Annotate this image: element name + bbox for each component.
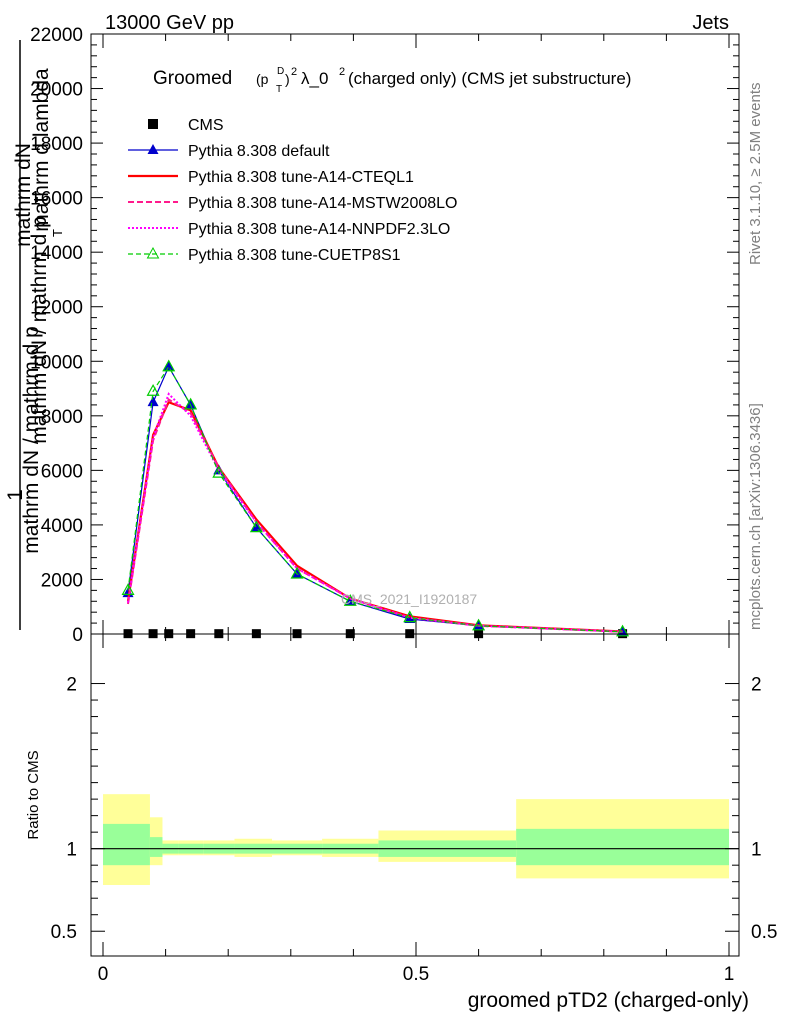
default-point bbox=[163, 360, 175, 371]
cuetp-point bbox=[616, 624, 630, 637]
cuetp-point bbox=[146, 384, 160, 396]
y-axis-title: 1 mathrm dN mathrm dN / mathrm d p mathr… bbox=[4, 40, 65, 630]
ratio-band-inner bbox=[516, 828, 729, 866]
y-title-den1: mathrm dN / mathrm d p bbox=[28, 216, 51, 444]
legend-label-default: Pythia 8.308 default bbox=[188, 143, 330, 160]
main-ytick-label: 0 bbox=[72, 625, 83, 646]
ratio-frame bbox=[90, 633, 740, 957]
title-p: (p bbox=[256, 71, 269, 87]
cuetp-point bbox=[249, 520, 263, 533]
ratio-ytick-label-right: 0.5 bbox=[751, 922, 777, 943]
main-ytick-label: 8000 bbox=[41, 407, 83, 428]
cuetp-point bbox=[121, 583, 135, 595]
y-title-sub-t: T bbox=[50, 229, 65, 237]
ratio-bands bbox=[91, 794, 739, 885]
cuetp-point bbox=[184, 397, 198, 410]
legend-label-mstw: Pythia 8.308 tune-A14-MSTW2008LO bbox=[188, 195, 457, 212]
energy-label: 13000 GeV pp bbox=[105, 12, 234, 34]
main-ytick-label: 16000 bbox=[30, 189, 83, 210]
cuetp-point bbox=[403, 610, 417, 623]
ratio-panel: 0.5 0.5 1 1 2 2 0 0.5 1 bbox=[51, 633, 777, 985]
ratio-y-label: Ratio to CMS bbox=[25, 750, 42, 839]
x-tick-label: 0.5 bbox=[403, 964, 429, 985]
rivet-label: Rivet 3.1.10, ≥ 2.5M events bbox=[747, 83, 764, 266]
y-title-den2: mathrm d lambda bbox=[30, 68, 53, 232]
title-lambda: λ_0 bbox=[301, 69, 328, 88]
main-ytick-label: 20000 bbox=[30, 80, 83, 101]
plot-title: Groomed (p T D ) 2 λ_0 2 (charged only) … bbox=[153, 66, 631, 95]
title-sup-d: D bbox=[277, 66, 284, 77]
main-panel: 0 2000 4000 6000 8000 10000 12000 14000 16000 180… bbox=[30, 25, 740, 646]
main-axis-ticks: 0 2000 4000 6000 8000 10000 12000 14000 16000 180… bbox=[30, 25, 739, 646]
legend-label-cms: CMS bbox=[188, 117, 224, 134]
ratio-band-inner bbox=[149, 837, 163, 857]
cuetp-point bbox=[290, 566, 304, 579]
x-tick-label: 0 bbox=[98, 964, 109, 985]
ratio-ytick-label-right: 2 bbox=[751, 675, 762, 696]
title-sup-2: 2 bbox=[291, 66, 297, 78]
legend-marker-cuetp bbox=[146, 246, 160, 259]
legend: CMS Pythia 8.308 default Pythia 8.308 tune… bbox=[128, 117, 457, 264]
main-ytick-label: 2000 bbox=[41, 570, 83, 591]
ratio-axis-ticks: 0.5 0.5 1 1 2 2 0 0.5 1 bbox=[51, 634, 777, 985]
y-title-den1-b: mathrm dN / mathrm d p bbox=[20, 326, 43, 554]
title-sup-2b: 2 bbox=[339, 66, 345, 78]
y-title-one: 1 bbox=[4, 489, 27, 501]
x-tick-label: 1 bbox=[724, 964, 735, 985]
svg-text:Groomed: Groomed bbox=[153, 68, 232, 89]
mcplots-label: mcplots.cern.ch [arXiv:1306.3436] bbox=[747, 403, 764, 630]
main-ytick-label: 12000 bbox=[30, 298, 83, 319]
legend-label-cuetp: Pythia 8.308 tune-CUETP8S1 bbox=[188, 247, 401, 264]
title-close: ) bbox=[285, 71, 290, 87]
legend-symbol-cms bbox=[148, 119, 158, 129]
legend-label-cteql1: Pythia 8.308 tune-A14-CTEQL1 bbox=[188, 169, 414, 186]
legend-marker-default bbox=[147, 144, 159, 154]
ratio-ytick-label-left: 2 bbox=[66, 675, 77, 696]
title-sub-t: T bbox=[276, 84, 282, 95]
watermark: CMS_2021_I1920187 bbox=[341, 591, 477, 607]
default-point bbox=[147, 396, 159, 407]
main-ytick-label: 4000 bbox=[41, 516, 83, 537]
cuetp-point bbox=[212, 465, 226, 478]
main-ytick-label: 18000 bbox=[30, 134, 83, 155]
legend-label-nnpdf: Pythia 8.308 tune-A14-NNPDF2.3LO bbox=[188, 221, 450, 238]
default-point bbox=[404, 613, 416, 623]
cuetp-point bbox=[162, 359, 176, 372]
main-ytick-label: 6000 bbox=[41, 461, 83, 482]
ratio-ytick-label-right: 1 bbox=[751, 840, 762, 861]
default-point bbox=[344, 595, 356, 606]
ratio-band-inner bbox=[103, 823, 150, 866]
cuetp-point bbox=[343, 594, 357, 606]
main-ytick-label: 14000 bbox=[30, 243, 83, 264]
default-point bbox=[250, 521, 262, 532]
main-ytick-label: 10000 bbox=[30, 352, 83, 373]
default-point bbox=[291, 568, 303, 578]
ratio-ytick-label-left: 0.5 bbox=[51, 922, 77, 943]
title-suffix: (charged only) (CMS jet substructure) bbox=[348, 69, 631, 88]
ratio-ytick-label-left: 1 bbox=[66, 840, 77, 861]
y-title-numerator: mathrm dN bbox=[12, 143, 35, 247]
category-label: Jets bbox=[692, 12, 729, 34]
main-ytick-label: 22000 bbox=[30, 25, 83, 46]
cuetp-point bbox=[472, 618, 486, 631]
series-line-cuetp bbox=[127, 365, 623, 633]
title-prefix: Groomed bbox=[153, 68, 232, 89]
x-axis-title: groomed pTD2 (charged-only) bbox=[468, 989, 749, 1012]
